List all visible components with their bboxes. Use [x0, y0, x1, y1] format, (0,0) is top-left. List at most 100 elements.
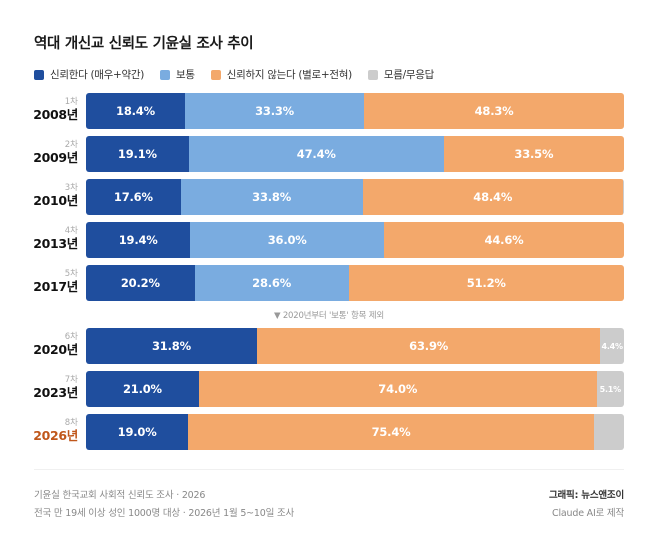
row-year: 2020년 — [33, 342, 78, 357]
data-label-neutral: 33.8% — [252, 190, 292, 204]
stacked-bar: 19.4% 36.0% 44.6% — [86, 222, 624, 258]
data-label-unknown: 4.4% — [601, 341, 623, 351]
row-label: 1차 2008년 — [33, 93, 78, 129]
chart-row: 8차 2026년 19.0% 75.4% — [0, 414, 658, 450]
chart-annotation: ▼ 2020년부터 '보통' 항목 제외 — [273, 311, 385, 321]
legend-swatch-unknown — [367, 69, 378, 80]
row-year: 2008년 — [33, 107, 78, 122]
chart-row: 3차 2010년 17.6% 33.8% 48.4% — [0, 179, 658, 215]
made-by-credit: Claude AI로 제작 — [552, 508, 624, 519]
data-label-distrust: 75.4% — [371, 425, 411, 439]
source-line-2: 전국 만 19세 이상 성인 1000명 대상 · 2026년 1월 5~10일… — [34, 508, 295, 519]
row-year: 2010년 — [33, 193, 78, 208]
row-round: 4차 — [64, 226, 78, 236]
row-label: 6차 2020년 — [33, 328, 78, 364]
data-label-trust: 18.4% — [116, 104, 155, 118]
stacked-bar: 31.8% 63.9% 4.4% — [86, 328, 624, 364]
data-label-distrust: 74.0% — [378, 382, 418, 396]
legend-label-unknown: 모름/무응답 — [383, 69, 434, 81]
legend-item-distrust: 신뢰하지 않는다 (별로+전혀) — [210, 67, 352, 82]
bar-segment-neutral: 33.3% — [184, 93, 365, 129]
data-label-trust: 19.1% — [117, 147, 157, 161]
bar-segment-distrust: 63.9% — [256, 328, 601, 364]
bar-segment-distrust: 74.0% — [198, 371, 597, 407]
bar-segment-unknown: 4.4% — [600, 328, 624, 364]
data-label-trust: 19.0% — [117, 425, 157, 439]
data-label-neutral: 28.6% — [252, 276, 292, 290]
data-label-distrust: 44.6% — [484, 233, 524, 247]
bar-segment-distrust: 51.2% — [348, 265, 624, 301]
row-round: 1차 — [64, 97, 78, 107]
legend-label-distrust: 신뢰하지 않는다 (별로+전혀) — [226, 69, 352, 81]
stacked-bar: 19.1% 47.4% 33.5% — [86, 136, 624, 172]
data-label-trust: 31.8% — [152, 339, 191, 353]
row-year: 2013년 — [33, 236, 78, 251]
data-label-distrust: 51.2% — [466, 276, 506, 290]
bar-segment-unknown — [622, 179, 624, 215]
bar-segment-neutral: 33.8% — [180, 179, 363, 215]
legend-label-trust: 신뢰한다 (매우+약간) — [50, 69, 145, 81]
legend-item-trust: 신뢰한다 (매우+약간) — [34, 67, 144, 82]
row-year: 2023년 — [33, 385, 78, 400]
legend: 신뢰한다 (매우+약간) 보통 신뢰하지 않는다 (별로+전혀) 모름/무응답 — [34, 67, 450, 82]
bar-segment-trust: 19.4% — [86, 222, 191, 258]
row-round: 2차 — [64, 140, 78, 150]
bar-segment-distrust: 48.3% — [364, 93, 624, 129]
legend-swatch-distrust — [210, 69, 221, 80]
bar-segment-trust: 17.6% — [86, 179, 181, 215]
row-label: 5차 2017년 — [33, 265, 78, 301]
bar-segment-distrust: 33.5% — [443, 136, 624, 172]
row-year: 2009년 — [33, 150, 78, 165]
data-label-distrust: 33.5% — [514, 147, 554, 161]
bar-segment-unknown: 5.1% — [596, 371, 624, 407]
bar-segment-distrust: 75.4% — [188, 414, 594, 450]
data-label-trust: 21.0% — [122, 382, 162, 396]
data-label-unknown: 5.1% — [599, 384, 622, 394]
row-label: 7차 2023년 — [33, 371, 78, 407]
row-label: 8차 2026년 — [33, 414, 78, 450]
chart-row: 7차 2023년 21.0% 74.0% 5.1% — [0, 371, 658, 407]
legend-label-neutral: 보통 — [176, 69, 195, 81]
row-label: 3차 2010년 — [33, 179, 78, 215]
row-label: 4차 2013년 — [33, 222, 78, 258]
bar-segment-neutral: 36.0% — [190, 222, 385, 258]
bar-segment-unknown — [593, 414, 624, 450]
chart-row: 2차 2009년 19.1% 47.4% 33.5% — [0, 136, 658, 172]
row-round: 6차 — [64, 332, 78, 342]
chart-row: 5차 2017년 20.2% 28.6% 51.2% — [0, 265, 658, 301]
source-line-1: 기윤실 한국교회 사회적 신뢰도 조사 · 2026 — [34, 490, 206, 501]
footer-credits: 그래픽: 뉴스앤조이 Claude AI로 제작 — [549, 487, 624, 523]
data-label-distrust: 48.3% — [474, 104, 514, 118]
row-year: 2017년 — [33, 279, 78, 294]
stacked-bar: 20.2% 28.6% 51.2% — [86, 265, 624, 301]
bar-segment-trust: 19.0% — [86, 414, 189, 450]
bar-segment-trust: 31.8% — [86, 328, 257, 364]
legend-swatch-neutral — [160, 69, 171, 80]
row-year: 2026년 — [33, 428, 78, 443]
stacked-bar: 21.0% 74.0% 5.1% — [86, 371, 624, 407]
row-round: 5차 — [64, 269, 78, 279]
data-label-trust: 20.2% — [120, 276, 160, 290]
data-label-distrust: 48.4% — [473, 190, 513, 204]
bar-segment-neutral: 28.6% — [194, 265, 349, 301]
stacked-bar: 18.4% 33.3% 48.3% — [86, 93, 624, 129]
bar-segment-trust: 21.0% — [86, 371, 199, 407]
data-label-neutral: 47.4% — [296, 147, 336, 161]
bar-segment-trust: 20.2% — [86, 265, 195, 301]
footer-source: 기윤실 한국교회 사회적 신뢰도 조사 · 2026 전국 만 19세 이상 성… — [34, 487, 294, 523]
data-label-distrust: 63.9% — [409, 339, 449, 353]
chart-row: 6차 2020년 31.8% 63.9% 4.4% — [0, 328, 658, 364]
bar-segment-neutral: 47.4% — [188, 136, 444, 172]
data-label-trust: 19.4% — [118, 233, 158, 247]
legend-item-neutral: 보통 — [160, 67, 195, 82]
row-round: 3차 — [64, 183, 78, 193]
bar-segment-trust: 18.4% — [86, 93, 185, 129]
bar-segment-distrust: 44.6% — [384, 222, 624, 258]
data-label-neutral: 33.3% — [255, 104, 294, 118]
stacked-bar: 17.6% 33.8% 48.4% — [86, 179, 624, 215]
stacked-bar: 19.0% 75.4% — [86, 414, 624, 450]
data-label-neutral: 36.0% — [267, 233, 307, 247]
footer-divider — [34, 469, 624, 470]
row-round: 7차 — [64, 375, 78, 385]
bar-segment-trust: 19.1% — [86, 136, 189, 172]
